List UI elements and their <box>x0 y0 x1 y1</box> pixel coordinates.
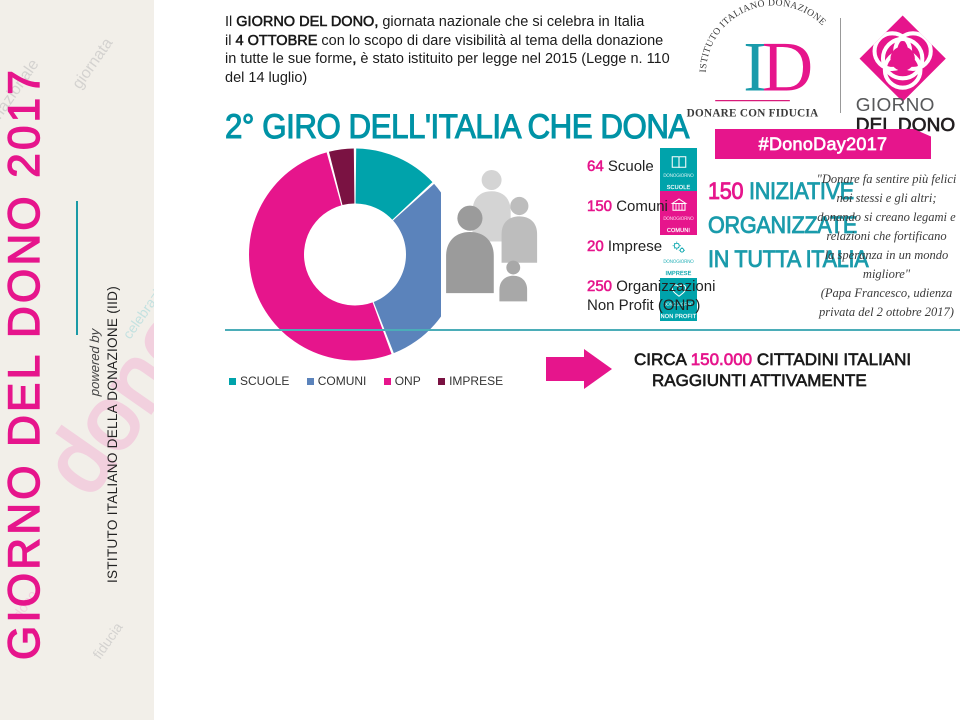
svg-text:GIORNO: GIORNO <box>856 94 935 115</box>
svg-text:giornata: giornata <box>69 35 116 92</box>
svg-text:fiducia: fiducia <box>89 619 125 662</box>
svg-text:D: D <box>762 28 813 106</box>
svg-text:DONARE CON FIDUCIA: DONARE CON FIDUCIA <box>687 108 819 120</box>
